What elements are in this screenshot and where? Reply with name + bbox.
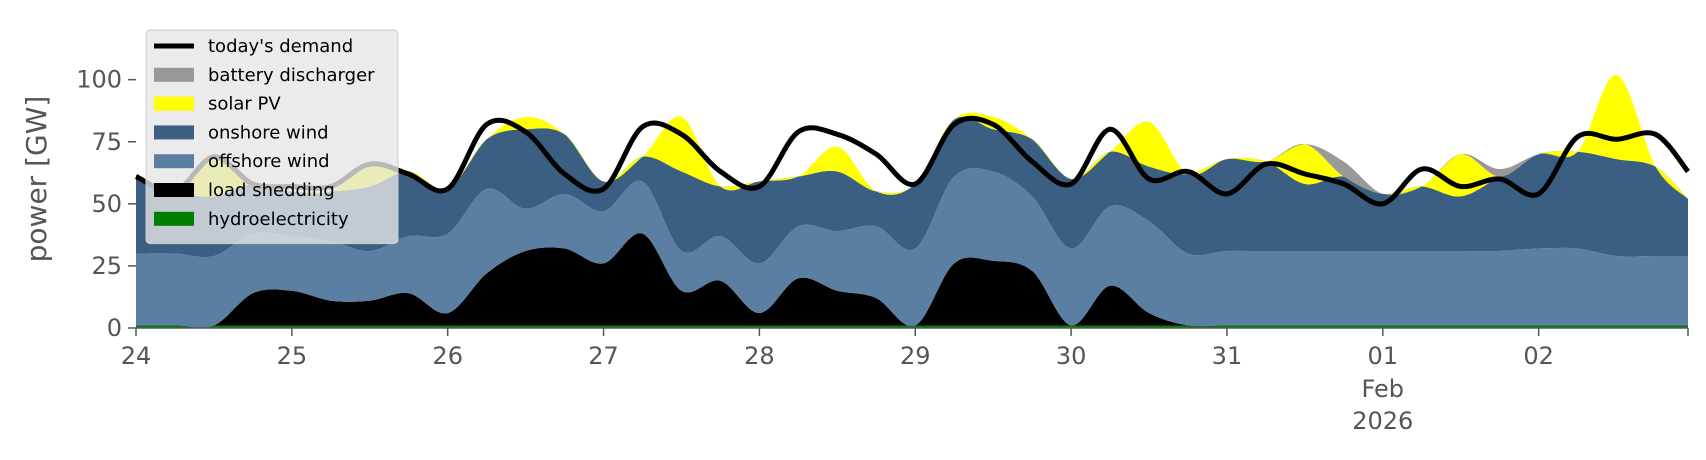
legend-swatch-load-shedding	[154, 183, 194, 197]
x-tick-label: 29	[900, 342, 931, 370]
x-tick-label: 02	[1523, 342, 1554, 370]
legend-label-load-shedding: load shedding	[208, 180, 335, 201]
area-load-shedding	[136, 233, 1688, 328]
x-tick-label: 25	[277, 342, 308, 370]
demand-line-group	[134, 115, 1690, 207]
y-tick-label: 100	[76, 66, 122, 94]
legend-label-hydroelectricity: hydroelectricity	[208, 209, 349, 230]
y-axis-label: power [GW]	[20, 96, 53, 263]
legend: today's demand battery discharger solar PV…	[145, 29, 399, 245]
line-today-s-demand	[134, 115, 1690, 207]
y-tick-label: 50	[91, 190, 122, 218]
x-year-label: 2026	[1352, 407, 1413, 435]
x-tick-label: 24	[121, 342, 152, 370]
x-tick-label: 31	[1212, 342, 1243, 370]
x-tick-label: 26	[432, 342, 463, 370]
x-tick-label: 30	[1056, 342, 1087, 370]
legend-swatch-offshore-wind	[154, 154, 194, 169]
axes: 0 25 50 75 100 24 25 26 27 28 29 30 31 01 02 Feb 2026 pow…	[20, 66, 1689, 435]
y-tick-label: 25	[91, 252, 122, 280]
legend-swatch-onshore-wind	[154, 125, 194, 140]
legend-swatch-hydroelectricity	[154, 211, 194, 226]
x-tick-label: 01	[1368, 342, 1399, 370]
legend-label-battery-discharger: battery discharger	[208, 65, 375, 86]
legend-swatch-solar-pv	[154, 96, 194, 111]
area-offshore-wind	[136, 167, 1688, 328]
y-tick-label: 0	[107, 314, 122, 342]
x-month-label: Feb	[1362, 375, 1405, 403]
legend-label-solar-pv: solar PV	[208, 94, 281, 115]
x-tick-label: 28	[744, 342, 775, 370]
area-solar-pv	[136, 74, 1688, 199]
legend-label-offshore-wind: offshore wind	[208, 151, 330, 172]
legend-swatch-battery-discharger	[154, 67, 194, 82]
legend-label-today-s-demand: today's demand	[208, 36, 353, 57]
legend-box	[145, 29, 399, 245]
area-onshore-wind	[136, 116, 1688, 264]
y-tick-label: 75	[91, 128, 122, 156]
legend-label-onshore-wind: onshore wind	[208, 122, 329, 143]
x-tick-label: 27	[588, 342, 619, 370]
